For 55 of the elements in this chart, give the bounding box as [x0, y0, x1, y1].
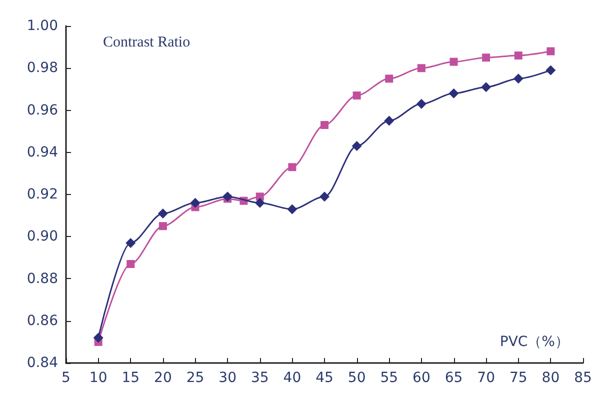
- y-tick-label: 0.84: [26, 355, 58, 371]
- y-tick-label: 0.92: [26, 186, 58, 202]
- x-tick-label: 15: [122, 370, 140, 386]
- point: [190, 198, 200, 208]
- point: [158, 208, 168, 218]
- point: [93, 332, 104, 343]
- y-tick-label: 0.98: [26, 60, 58, 76]
- point: [450, 58, 458, 66]
- point: [288, 163, 296, 172]
- point: [546, 65, 556, 76]
- x-tick-label: 45: [316, 370, 334, 386]
- x-tick-label: 20: [154, 370, 172, 386]
- y-tick-label: 0.86: [26, 312, 58, 329]
- point: [448, 88, 459, 98]
- y-tick-label: 1.00: [26, 18, 58, 34]
- x-tick-label: 30: [218, 370, 236, 386]
- y-tick-label: 0.94: [26, 144, 58, 160]
- point: [482, 54, 490, 62]
- x-tick-label: 5: [62, 370, 70, 386]
- x-tick-label: 70: [477, 370, 495, 386]
- point: [126, 260, 135, 268]
- point: [287, 204, 298, 214]
- x-tick-label: 25: [186, 370, 204, 386]
- x-tick-label: 80: [542, 370, 560, 386]
- point: [385, 74, 394, 83]
- point: [222, 192, 233, 202]
- y-tick-label: 0.90: [26, 228, 58, 245]
- point: [546, 47, 555, 56]
- x-tick-label: 75: [509, 370, 528, 386]
- point: [352, 141, 362, 152]
- point: [158, 222, 167, 230]
- y-axis-title: Contrast Ratio: [103, 34, 190, 50]
- point: [256, 192, 264, 201]
- point: [384, 116, 394, 126]
- point: [320, 120, 328, 129]
- x-tick-label: 50: [348, 370, 366, 386]
- x-tick-label: 35: [250, 370, 269, 386]
- x-tick-label: 55: [380, 370, 398, 386]
- point: [481, 82, 492, 92]
- point: [513, 74, 524, 84]
- point: [352, 92, 361, 100]
- x-tick-label: 40: [283, 370, 302, 386]
- x-tick-label: 85: [574, 370, 592, 386]
- y-tick-label: 0.96: [26, 102, 58, 118]
- point: [254, 198, 265, 208]
- point: [514, 51, 522, 60]
- point: [320, 192, 330, 202]
- x-tick-label: 10: [89, 370, 108, 386]
- point: [126, 238, 136, 248]
- point: [417, 64, 426, 72]
- x-axis-title: PVC（%）: [500, 334, 569, 350]
- y-tick-label: 0.88: [26, 270, 58, 287]
- point: [416, 98, 426, 109]
- x-tick-label: 60: [412, 370, 430, 386]
- x-tick-label: 65: [444, 370, 463, 386]
